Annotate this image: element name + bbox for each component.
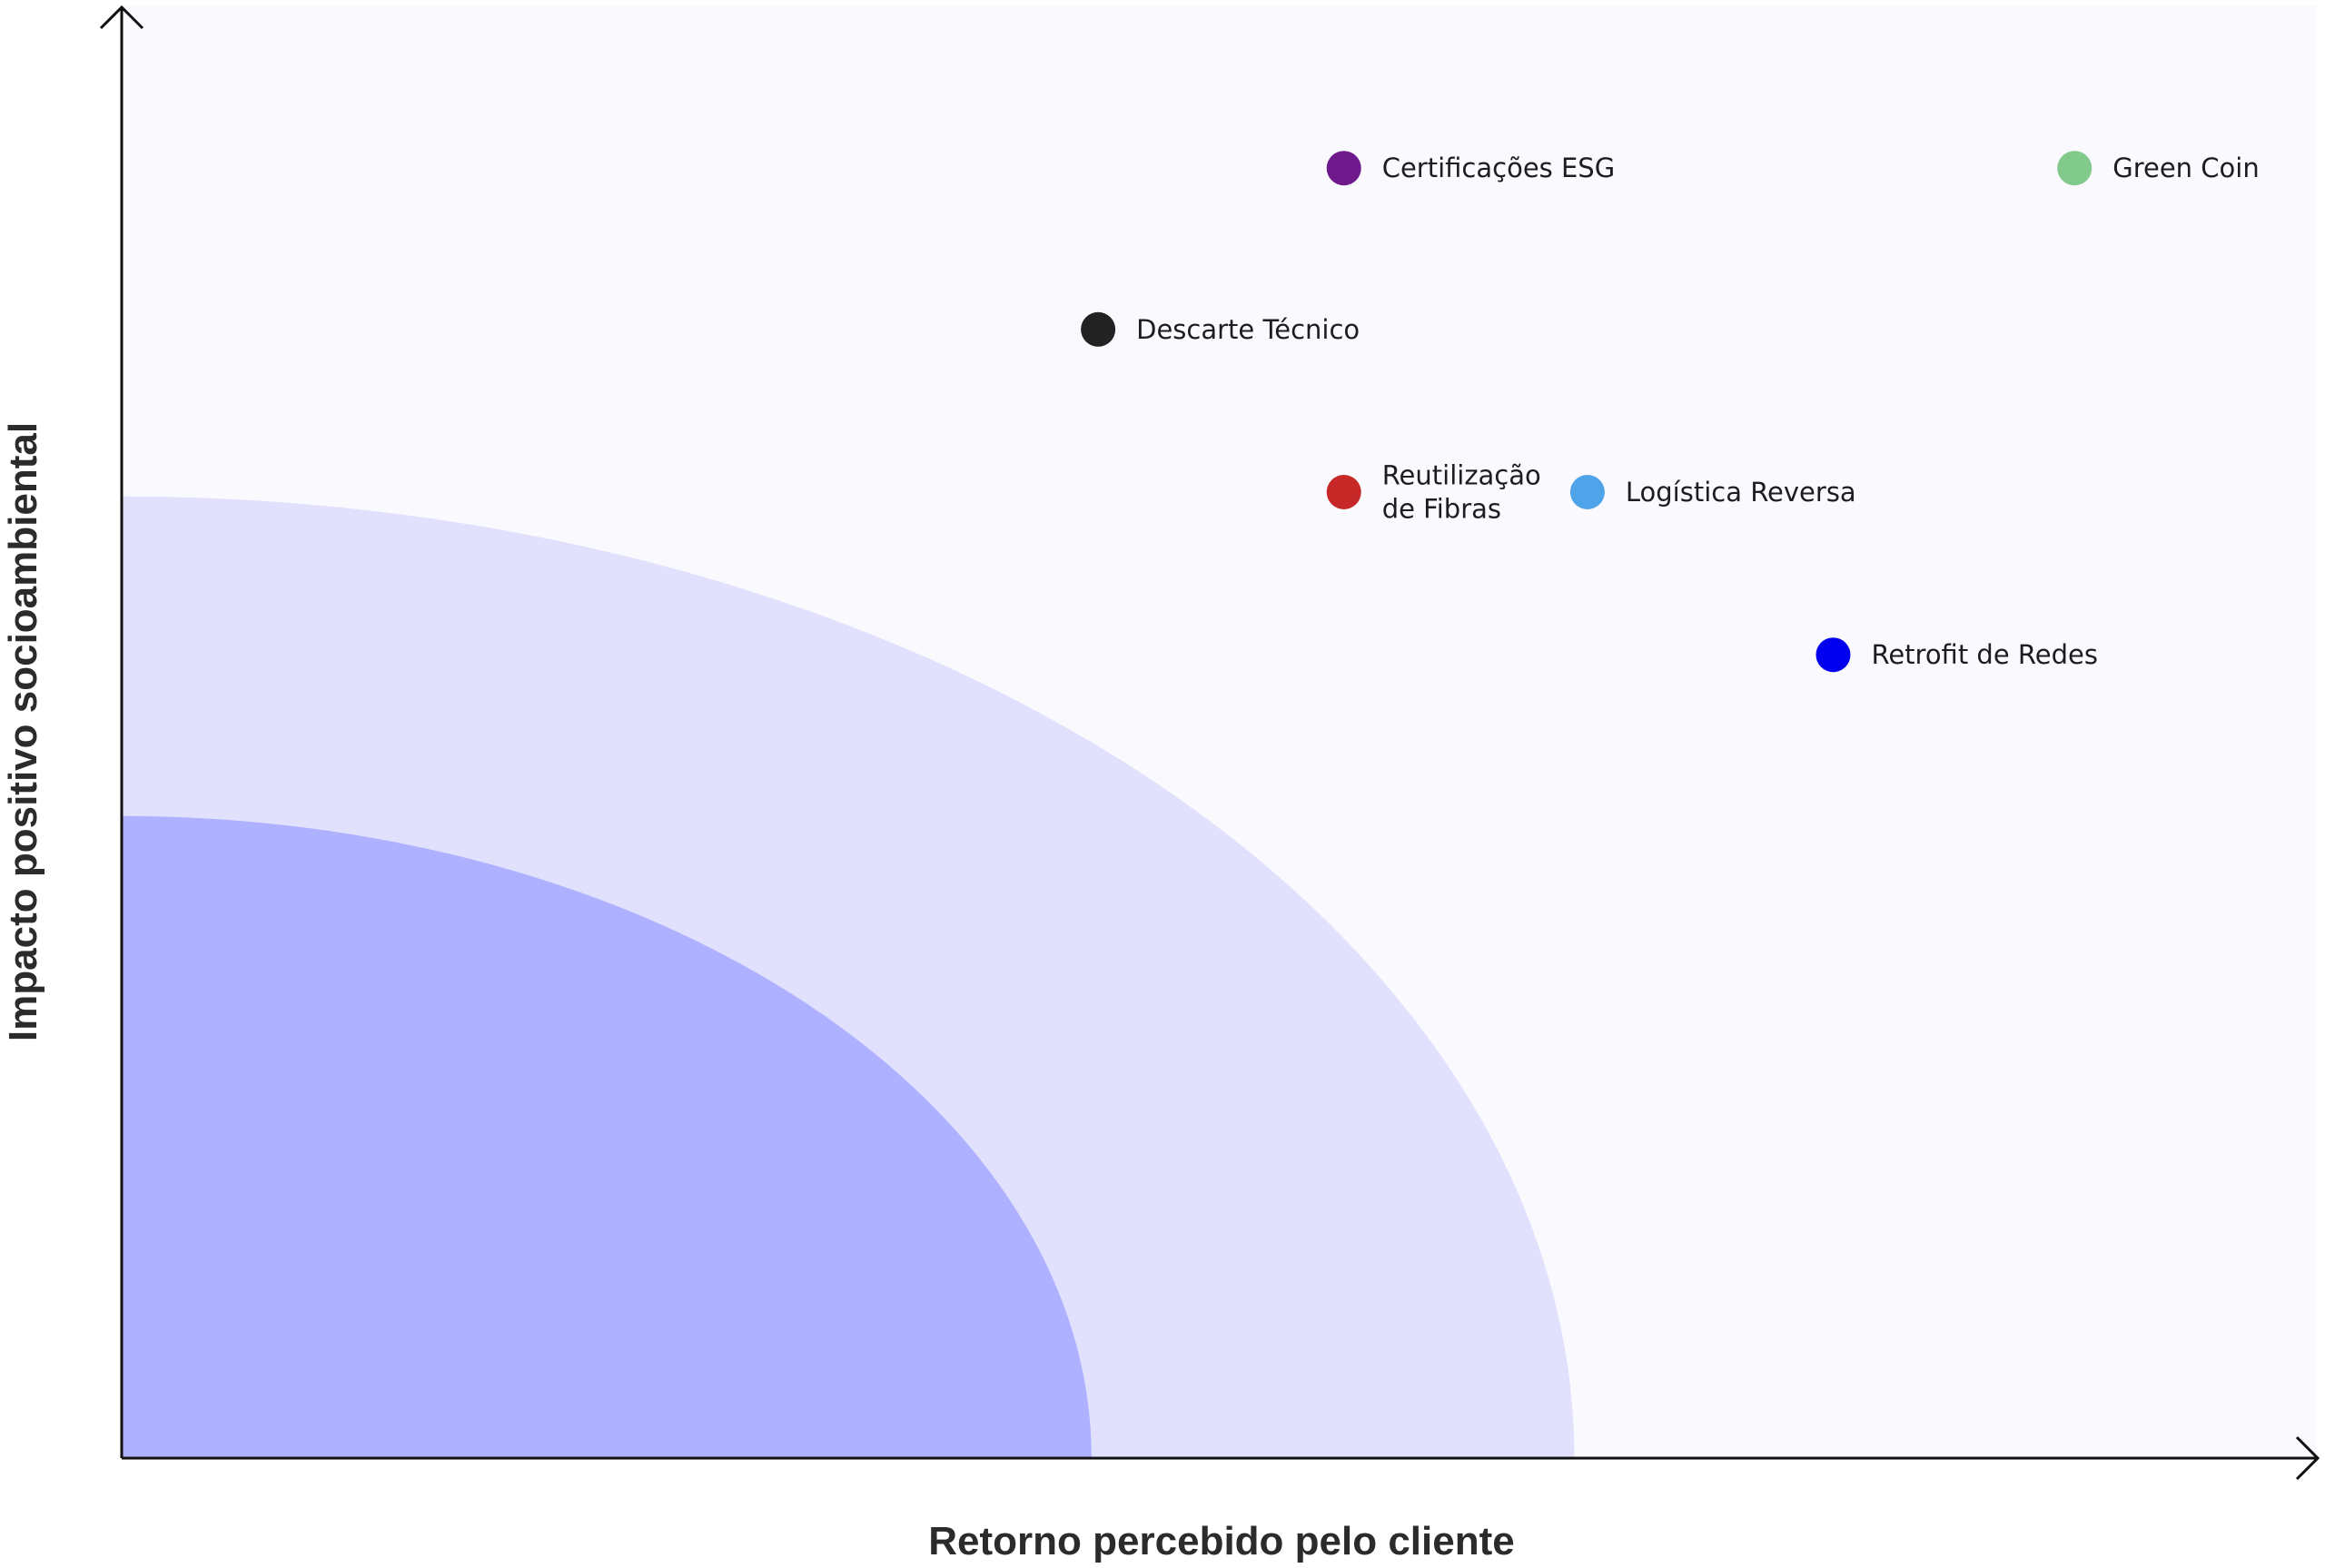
point-marker <box>2057 151 2092 186</box>
point-label: Retrofit de Redes <box>1871 639 2097 670</box>
point-marker <box>1081 311 1116 347</box>
point-marker <box>1815 637 1851 673</box>
point-label: de Fibras <box>1382 494 1501 525</box>
x-axis-label: Retorno percebido pelo cliente <box>928 1519 1514 1563</box>
points-group: Certificações ESG Green Coin Descarte Técn… <box>1081 151 2260 673</box>
zone-inner <box>122 815 1092 1458</box>
point-marker <box>1326 151 1361 186</box>
y-axis-label: Impacto positivo socioambiental <box>1 422 45 1041</box>
point-label: Logística Reversa <box>1626 477 1856 508</box>
point-marker <box>1569 475 1605 509</box>
axes <box>99 5 2320 1481</box>
point-marker <box>1326 475 1361 509</box>
point-label: Green Coin <box>2112 153 2259 183</box>
y-axis-arrow <box>99 5 144 30</box>
x-axis-arrow <box>2295 1435 2320 1481</box>
point-label: Certificações ESG <box>1382 153 1615 183</box>
point-label: Descarte Técnico <box>1136 314 1360 345</box>
point-label: Reutilização <box>1382 460 1541 491</box>
